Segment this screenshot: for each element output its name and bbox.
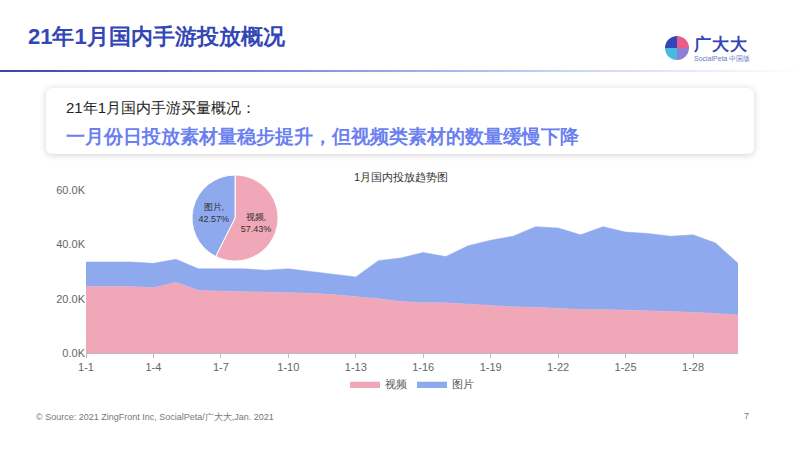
html-text:SocialPeta 中国版: SocialPeta 中国版	[694, 55, 751, 62]
html-text:21年1月国内手游买量概况：: 21年1月国内手游买量概况：	[66, 99, 256, 116]
svg-text:0.0K: 0.0K	[62, 347, 85, 359]
svg-text:60.0K: 60.0K	[56, 184, 85, 196]
svg-text:1-28: 1-28	[682, 361, 704, 373]
svg-text:1-13: 1-13	[345, 361, 367, 373]
svg-text:1-7: 1-7	[213, 361, 229, 373]
svg-text:40.0K: 40.0K	[56, 238, 85, 250]
svg-text:1-4: 1-4	[145, 361, 161, 373]
svg-text:20.0K: 20.0K	[56, 293, 85, 305]
svg-text:图片,42.57%: 图片,42.57%	[199, 202, 230, 224]
svg-text:图片: 图片	[452, 378, 474, 390]
html-text:一月份日投放素材量稳步提升，但视频类素材的数量缓慢下降: 一月份日投放素材量稳步提升，但视频类素材的数量缓慢下降	[66, 126, 579, 147]
svg-text:视频,57.43%: 视频,57.43%	[241, 212, 272, 234]
svg-text:1-16: 1-16	[412, 361, 434, 373]
svg-text:1-25: 1-25	[615, 361, 637, 373]
svg-text:1-1: 1-1	[78, 361, 94, 373]
html-text:广大大: 广大大	[694, 35, 748, 54]
html-text:7: 7	[744, 411, 749, 421]
html-text:21年1月国内手游投放概况: 21年1月国内手游投放概况	[28, 24, 285, 49]
svg-text:1-10: 1-10	[277, 361, 299, 373]
html-text:© Source: 2021 ZingFront Inc,: © Source: 2021 ZingFront Inc, SocialPeta…	[36, 412, 274, 422]
svg-text:1-22: 1-22	[547, 361, 569, 373]
svg-text:视频: 视频	[385, 378, 407, 390]
svg-text:1-19: 1-19	[480, 361, 502, 373]
svg-text:1月国内投放趋势图: 1月国内投放趋势图	[354, 171, 448, 183]
